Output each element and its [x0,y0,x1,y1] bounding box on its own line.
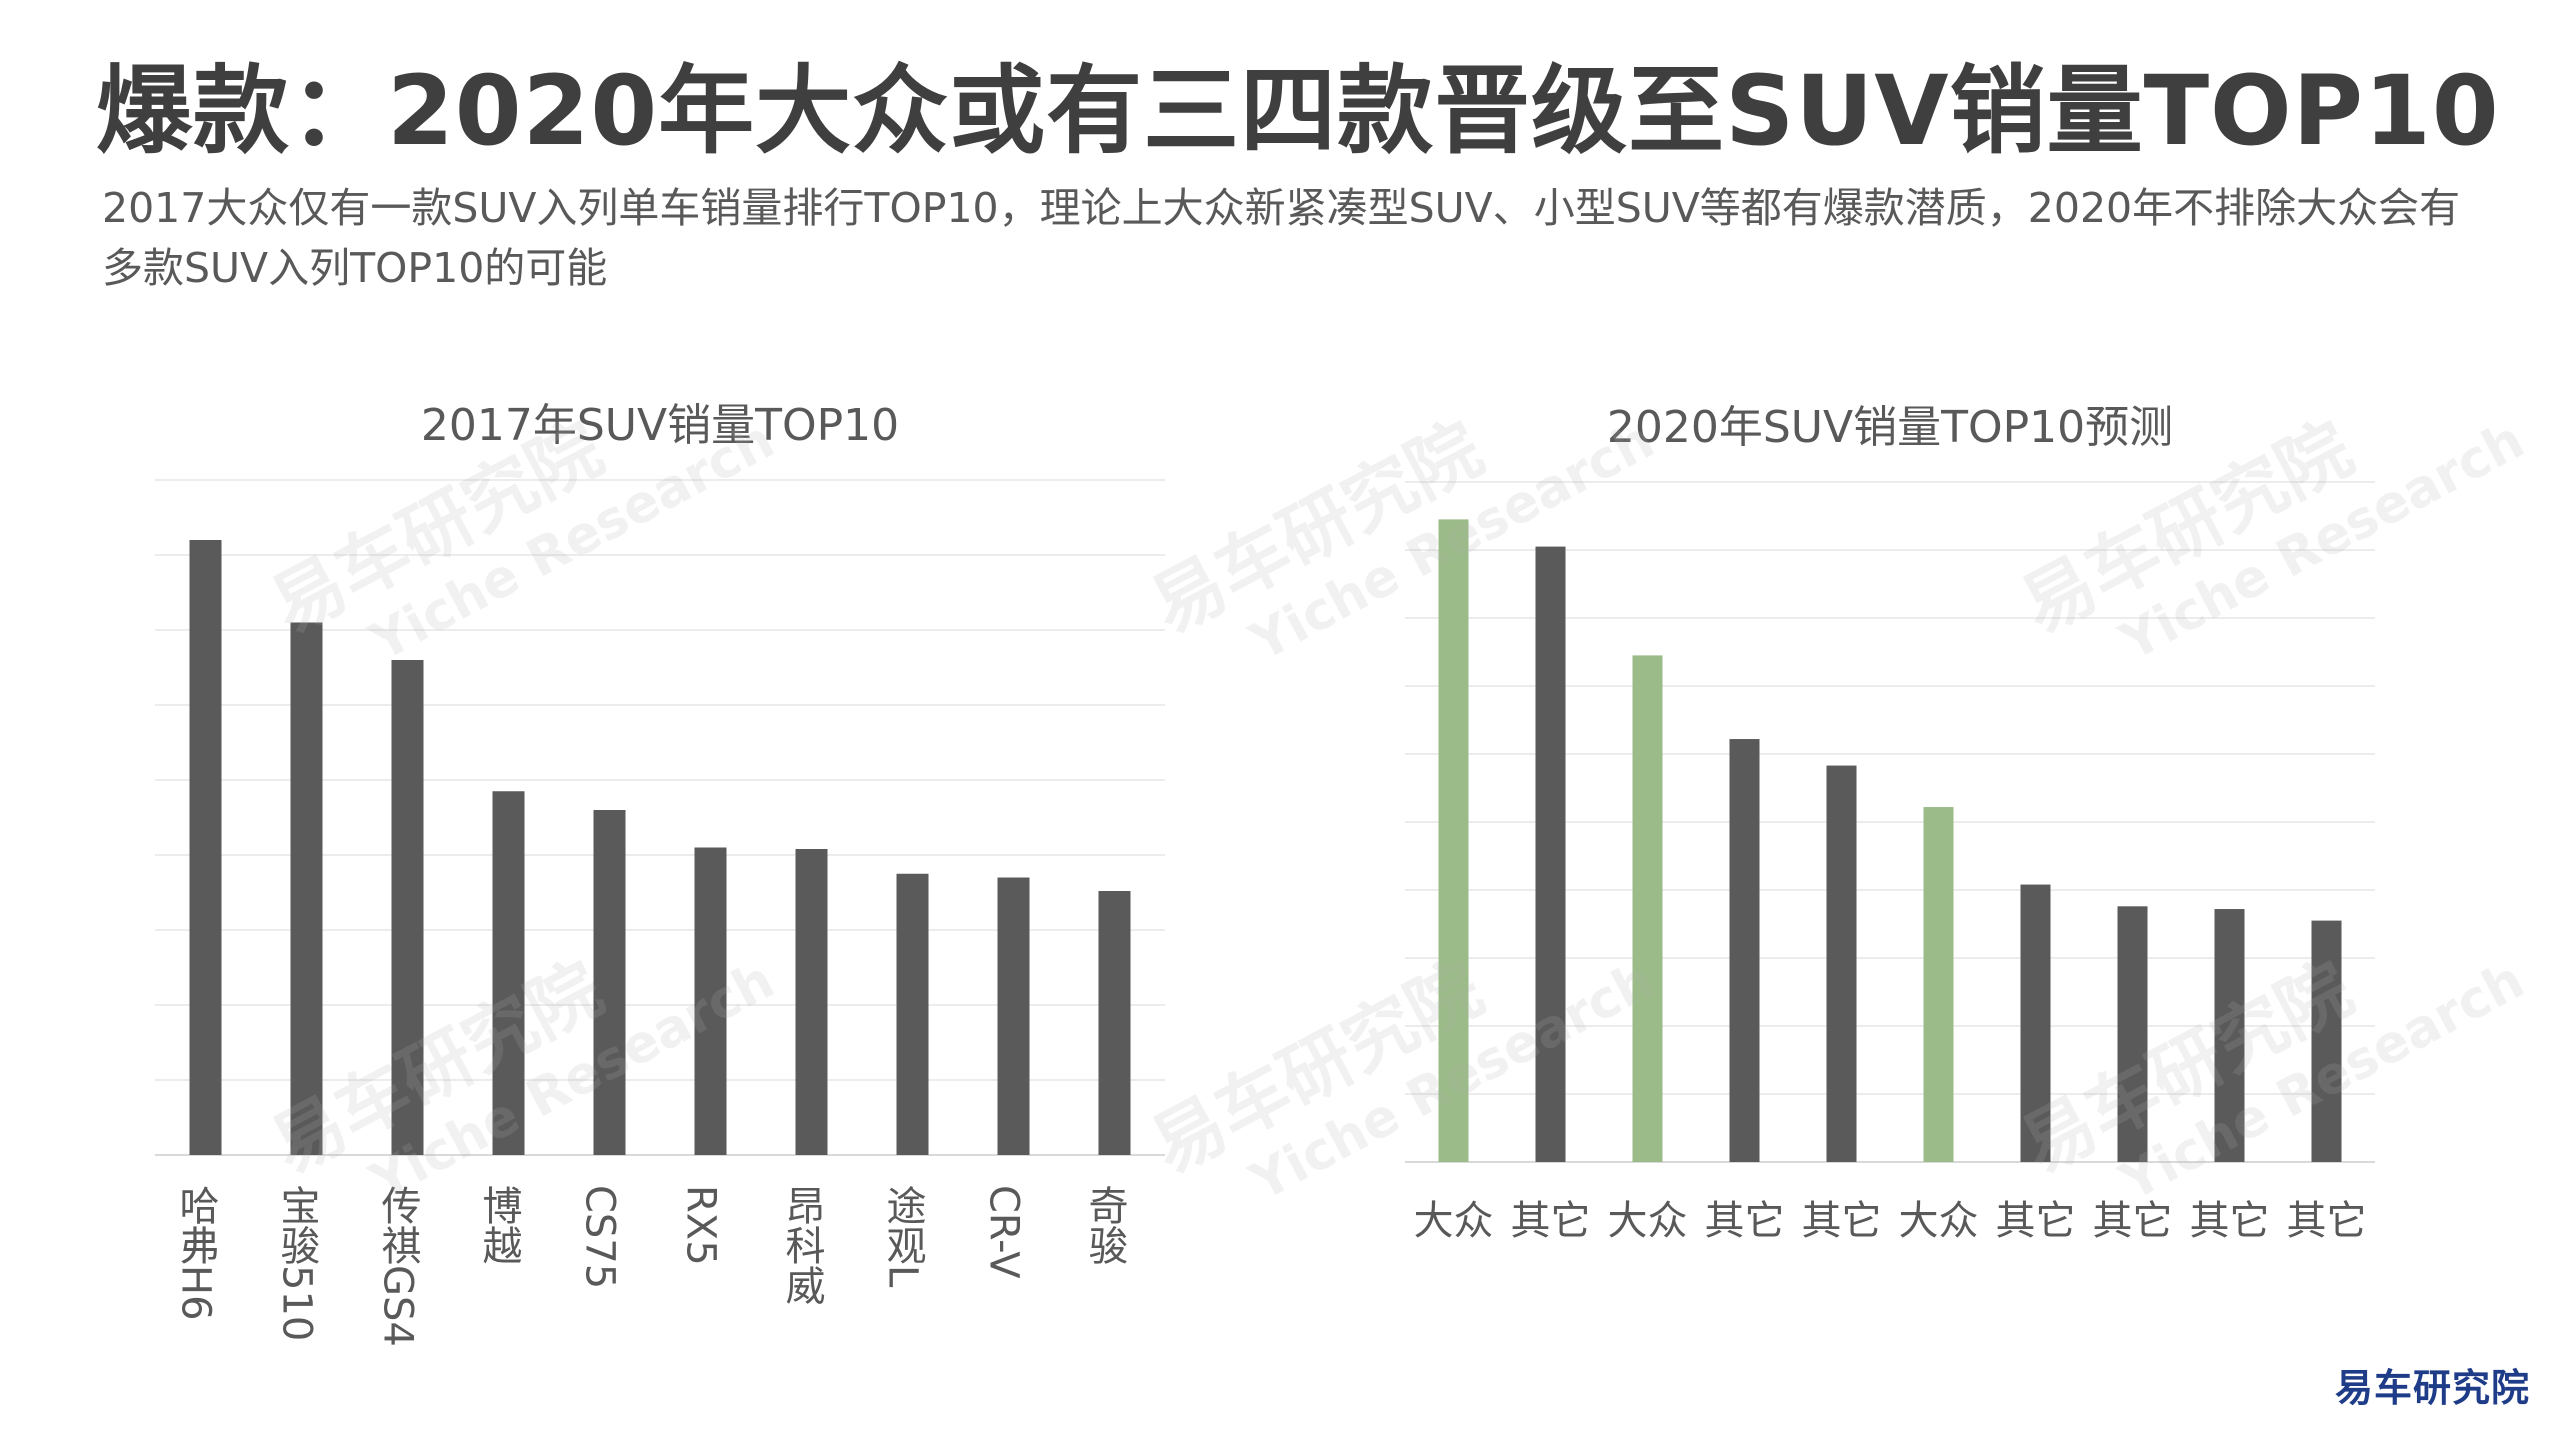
bar-其它 [1729,739,1760,1162]
category-label: 博越 [476,1185,522,1265]
bar-宝骏510 [290,622,323,1155]
category-label: 其它 [1705,1198,1785,1244]
brand-logo: 易车研究院 [2334,1366,2530,1410]
chart-title: 2020年SUV销量TOP10预测 [1607,402,2173,453]
bar-其它 [2214,909,2245,1162]
bar-CR-V [997,877,1030,1155]
chart-2020-suv-top10-forecast: 2020年SUV销量TOP10预测 大众 其它 大众 其它 其它 大众 其它 其它 其它 其它 [1390,370,2400,1270]
chart-2017-suv-top10: 2017年SUV销量TOP10 哈弗H6 宝骏510 传祺GS4 博越 CS75 RX5 昂科… [140,370,1190,1370]
bar-博越 [492,791,525,1155]
bar-其它 [2311,920,2342,1162]
category-label: 奇骏 [1082,1185,1128,1265]
category-label: 大众 [1414,1198,1494,1244]
category-label: 其它 [2093,1198,2173,1244]
category-label: 其它 [1996,1198,2076,1244]
bar-大众 [1438,519,1469,1162]
bar-途观L [896,873,929,1155]
bar-其它 [1826,765,1857,1162]
page-subtitle: 2017大众仅有一款SUV入列单车销量排行TOP10，理论上大众新紧凑型SUV、… [102,184,2461,292]
category-label: 大众 [1899,1198,1979,1244]
category-label: 其它 [1511,1198,1591,1244]
category-label: 大众 [1608,1198,1688,1244]
category-label: 途观L [880,1185,926,1288]
category-label: 其它 [2190,1198,2270,1244]
category-label: CR-V [981,1185,1027,1279]
bar-大众 [1923,807,1954,1162]
bar-其它 [1535,546,1566,1162]
page-title: 爆款：2020年大众或有三四款晋级至SUV销量TOP10 [96,55,2500,167]
bar-传祺GS4 [391,660,424,1155]
bar-其它 [2020,884,2051,1162]
category-label: 昂科威 [779,1185,825,1305]
bar-CS75 [593,810,626,1155]
chart-2017-svg: 2017年SUV销量TOP10 哈弗H6 宝骏510 传祺GS4 博越 CS75 RX5 昂科… [155,400,1165,1347]
category-label: RX5 [678,1185,724,1266]
bar-大众 [1632,655,1663,1162]
chart-title: 2017年SUV销量TOP10 [421,400,899,451]
category-label: CS75 [577,1185,623,1289]
category-label: 其它 [2287,1198,2367,1244]
category-label: 宝骏510 [274,1185,320,1341]
bar-RX5 [694,847,727,1155]
category-label: 哈弗H6 [173,1185,219,1321]
bar-哈弗H6 [189,540,222,1155]
bar-昂科威 [795,849,828,1155]
category-label: 其它 [1802,1198,1882,1244]
category-label: 传祺GS4 [375,1185,422,1347]
bar-其它 [2117,906,2148,1162]
bar-奇骏 [1098,891,1131,1155]
